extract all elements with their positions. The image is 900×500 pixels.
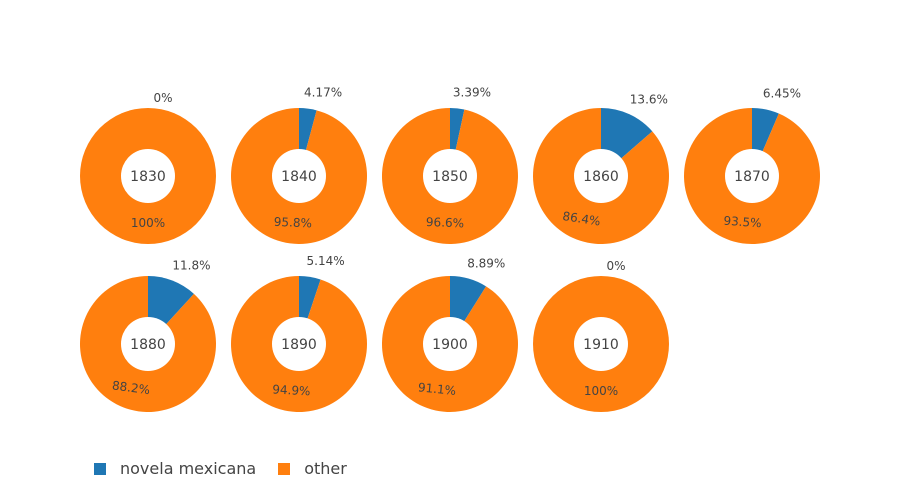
legend-label-novela-mexicana: novela mexicana xyxy=(120,459,257,478)
center-label-1890: 1890 xyxy=(281,337,317,353)
data-label-1890-other: 94.9% xyxy=(272,382,311,398)
data-label-1900-novela-mexicana: 8.89% xyxy=(467,256,505,270)
legend-swatch-other xyxy=(278,462,291,475)
data-label-1860-other: 86.4% xyxy=(562,209,602,229)
legend-swatch-novela-mexicana xyxy=(94,462,106,475)
donut-hole-1840 xyxy=(272,149,326,203)
center-label-1880: 1880 xyxy=(130,337,166,353)
donut-hole-1870 xyxy=(725,149,779,203)
donut-hole-1900 xyxy=(423,317,477,371)
center-label-1850: 1850 xyxy=(432,169,468,185)
data-label-1840-novela-mexicana: 4.17% xyxy=(304,86,342,100)
data-label-1910-novela-mexicana: 0% xyxy=(606,259,625,273)
data-label-1850-novela-mexicana: 3.39% xyxy=(453,86,491,100)
pie-1890: 5.14% 94.9% 1890 xyxy=(231,254,368,412)
pie-1840: 4.17% 95.8% 1840 xyxy=(231,86,368,244)
pie-1870: 6.45% 93.5% 1870 xyxy=(684,87,821,245)
donut-hole-1860 xyxy=(574,149,628,203)
pie-1830: 0% 100% 1830 xyxy=(80,91,216,244)
center-label-1900: 1900 xyxy=(432,337,468,353)
pie-1910: 0% 100% 1910 xyxy=(533,259,669,412)
center-label-1840: 1840 xyxy=(281,169,317,185)
donut-hole-1910 xyxy=(574,317,628,371)
legend-item-other[interactable]: other xyxy=(278,459,347,478)
legend: novela mexicana other xyxy=(94,459,369,478)
data-label-1860-novela-mexicana: 13.6% xyxy=(630,93,668,107)
donut-hole-1850 xyxy=(423,149,477,203)
legend-label-other: other xyxy=(304,459,347,478)
data-label-1840-other: 95.8% xyxy=(274,215,313,231)
data-label-1910-other: 100% xyxy=(584,384,618,398)
data-label-1870-novela-mexicana: 6.45% xyxy=(763,87,801,101)
data-label-1850-other: 96.6% xyxy=(426,215,465,230)
pie-1880: 11.8% 88.2% 1880 xyxy=(79,259,216,413)
donut-hole-1890 xyxy=(272,317,326,371)
center-label-1870: 1870 xyxy=(734,169,770,185)
center-label-1830: 1830 xyxy=(130,169,166,185)
donut-hole-1880 xyxy=(121,317,175,371)
data-label-1830-novela-mexicana: 0% xyxy=(153,91,172,105)
data-label-1880-novela-mexicana: 11.8% xyxy=(172,259,210,273)
pie-1900: 8.89% 91.1% 1900 xyxy=(381,256,518,413)
donut-hole-1830 xyxy=(121,149,175,203)
data-label-1870-other: 93.5% xyxy=(723,214,762,231)
data-label-1900-other: 91.1% xyxy=(417,380,456,398)
pie-1850: 3.39% 96.6% 1850 xyxy=(381,86,518,245)
center-label-1910: 1910 xyxy=(583,337,619,353)
data-label-1890-novela-mexicana: 5.14% xyxy=(307,254,345,268)
data-label-1830-other: 100% xyxy=(131,216,165,230)
center-label-1860: 1860 xyxy=(583,169,619,185)
pie-1860: 13.6% 86.4% 1860 xyxy=(533,93,670,245)
legend-item-novela-mexicana[interactable]: novela mexicana xyxy=(94,459,256,478)
data-label-1880-other: 88.2% xyxy=(111,378,151,397)
